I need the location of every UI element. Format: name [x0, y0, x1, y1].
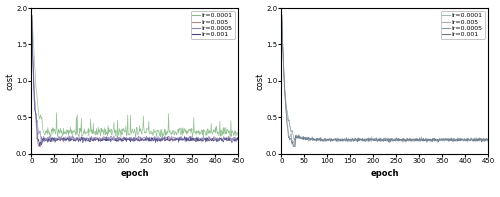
Legend: lr=0.0001, lr=0.005, lr=0.0005, lr=0.001: lr=0.0001, lr=0.005, lr=0.0005, lr=0.001 — [190, 11, 234, 39]
Legend: lr=0.0001, lr=0.005, lr=0.0005, lr=0.001: lr=0.0001, lr=0.005, lr=0.0005, lr=0.001 — [440, 11, 484, 39]
X-axis label: epoch: epoch — [120, 169, 149, 178]
Y-axis label: cost: cost — [256, 72, 264, 90]
X-axis label: epoch: epoch — [370, 169, 399, 178]
Y-axis label: cost: cost — [6, 72, 15, 90]
